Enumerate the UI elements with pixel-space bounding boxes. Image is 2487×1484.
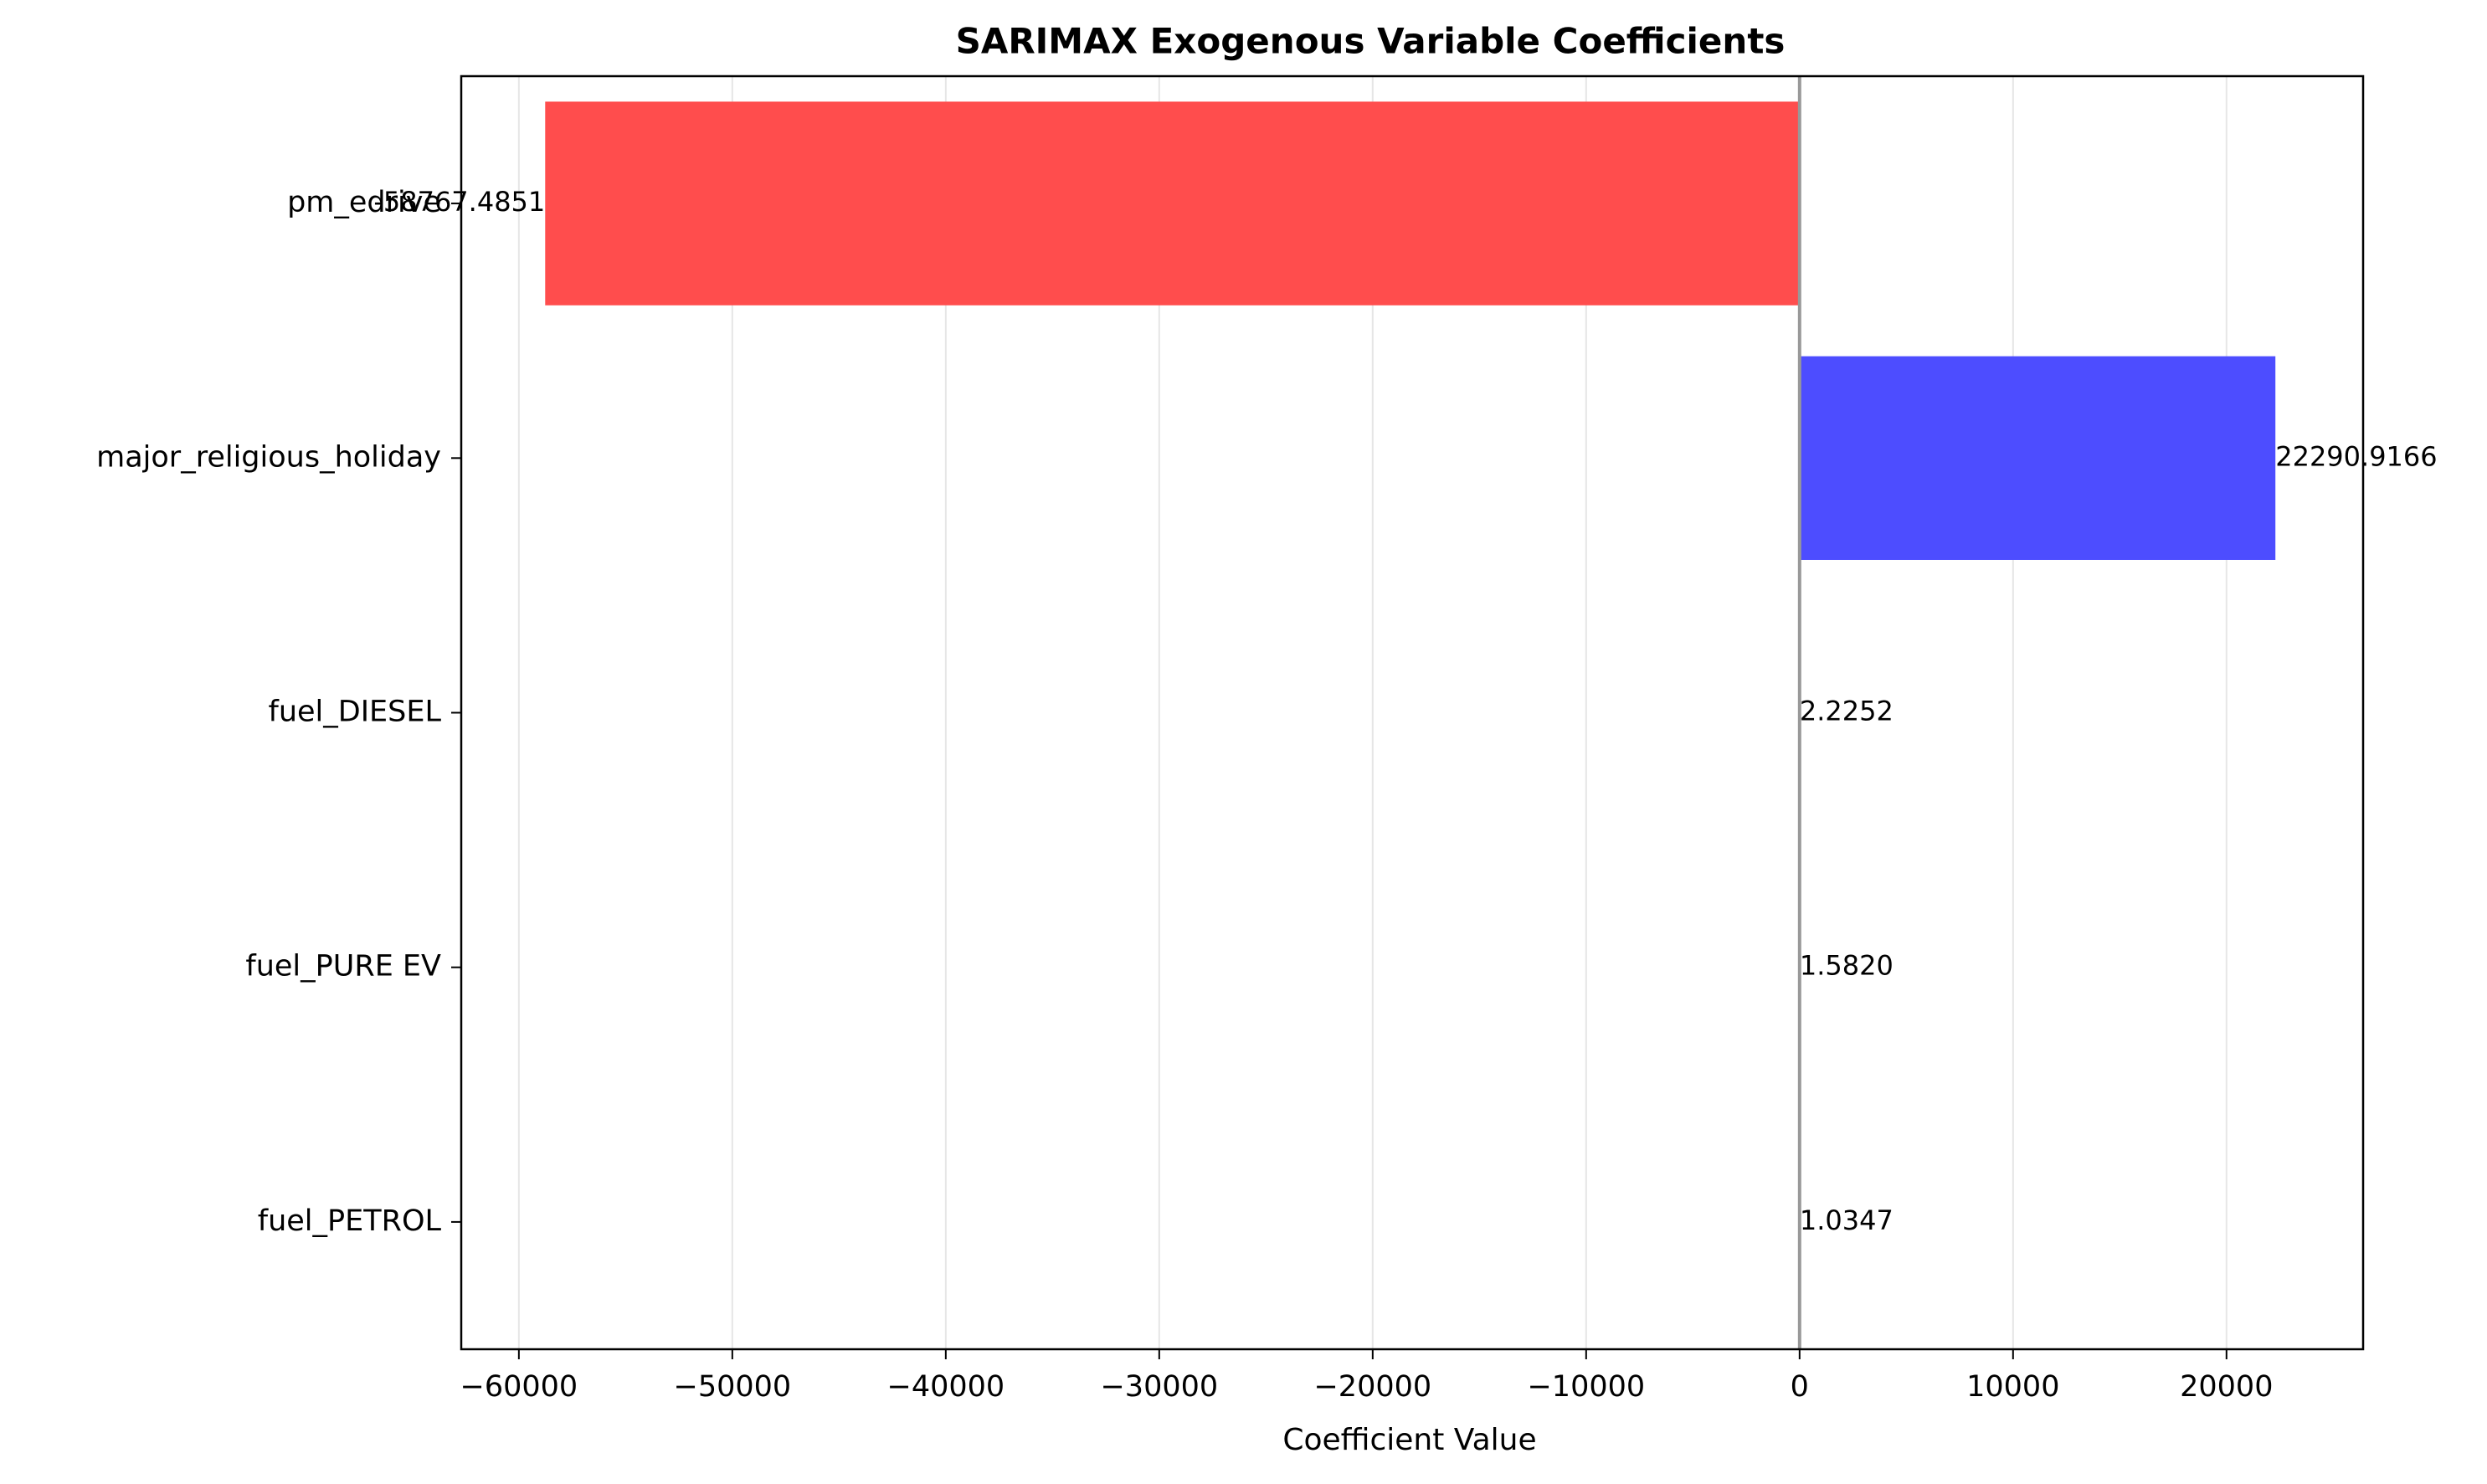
chart-title: SARIMAX Exogenous Variable Coefficients: [956, 21, 1786, 62]
x-axis-label: Coefficient Value: [1282, 1423, 1536, 1457]
x-tick-label: −50000: [674, 1370, 792, 1404]
x-tick-label: −10000: [1527, 1370, 1645, 1404]
x-tick-label: −40000: [887, 1370, 1005, 1404]
bar-major-religious-holiday: [1799, 356, 2276, 560]
x-tick-label: 0: [1791, 1370, 1809, 1404]
y-tick-label: major_religious_holiday: [96, 440, 441, 474]
x-axis-ticks: −60000 −50000 −40000 −30000 −20000 −10000 0 100…: [460, 1349, 2273, 1404]
x-tick-label: 20000: [2180, 1370, 2273, 1404]
y-tick-label: pm_edrive: [287, 186, 441, 219]
bar-value-label: 1.5820: [1800, 950, 1894, 982]
y-tick-label: fuel_PURE EV: [245, 950, 441, 983]
bar-value-label: 2.2252: [1800, 696, 1894, 727]
x-tick-label: 10000: [1966, 1370, 2059, 1404]
value-labels: -58767.4851 22290.9166 2.2252 1.5820 1.0347: [373, 186, 2437, 1236]
bar-value-label: 1.0347: [1800, 1204, 1894, 1236]
x-tick-label: −30000: [1100, 1370, 1218, 1404]
bar-pm-edrive: [545, 101, 1800, 306]
bars: [545, 101, 2276, 1324]
y-tick-label: fuel_PETROL: [258, 1204, 442, 1238]
bar-value-label: 22290.9166: [2275, 440, 2437, 472]
bar-value-label: -58767.4851: [373, 186, 545, 218]
x-tick-label: −60000: [460, 1370, 578, 1404]
y-tick-label: fuel_DIESEL: [269, 696, 442, 729]
x-tick-label: −20000: [1313, 1370, 1431, 1404]
y-axis-ticks: pm_edrive major_religious_holiday fuel_DIE…: [96, 186, 461, 1238]
